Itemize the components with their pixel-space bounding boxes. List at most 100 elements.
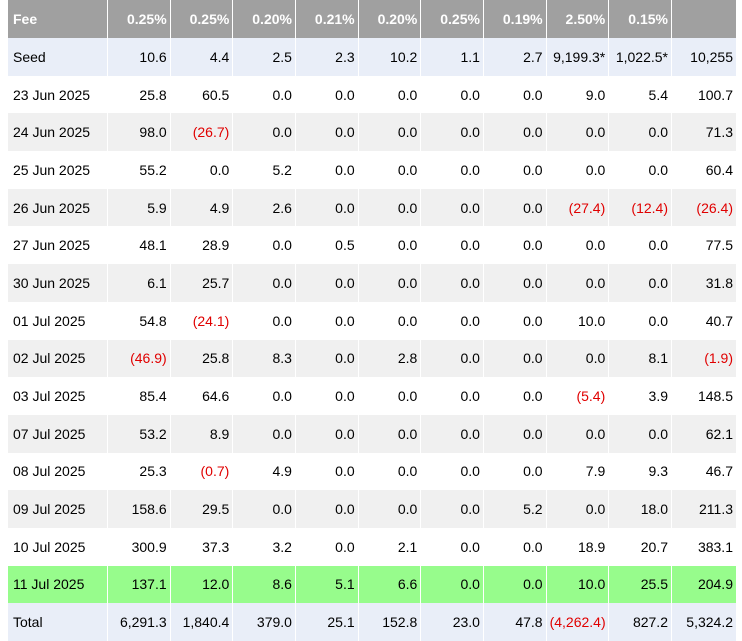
row-total-cell: 100.7 bbox=[672, 75, 736, 114]
row-label: 23 Jun 2025 bbox=[8, 75, 108, 114]
row-total-cell: 383.1 bbox=[672, 527, 736, 566]
value-cell: 0.0 bbox=[609, 414, 672, 453]
row-total-cell: 5,324.2 bbox=[672, 603, 736, 641]
value-cell: 0.0 bbox=[295, 301, 359, 340]
column-header: 0.19% bbox=[483, 0, 547, 38]
value-cell: 0.0 bbox=[483, 113, 547, 152]
value-cell: 0.0 bbox=[421, 414, 484, 453]
value-cell: 5.9 bbox=[108, 188, 171, 227]
value-cell: 0.0 bbox=[295, 527, 359, 566]
value-cell: 64.6 bbox=[170, 377, 234, 415]
row-total-cell: 77.5 bbox=[672, 226, 736, 265]
value-cell: 0.0 bbox=[233, 490, 296, 528]
table-row: 01 Jul 2025 54.8 (24.1) 0.0 0.0 0.0 0.0 0.0 10.0… bbox=[8, 301, 736, 340]
value-cell: 0.0 bbox=[421, 527, 484, 566]
value-cell: 0.0 bbox=[358, 75, 422, 114]
value-cell: 0.0 bbox=[295, 339, 359, 378]
value-cell: 8.6 bbox=[233, 565, 296, 604]
value-cell: 0.0 bbox=[233, 113, 296, 152]
value-cell: 0.0 bbox=[358, 377, 422, 415]
value-cell: 0.0 bbox=[233, 301, 296, 340]
value-cell: 0.0 bbox=[233, 377, 296, 415]
table-row: 24 Jun 2025 98.0 (26.7) 0.0 0.0 0.0 0.0 0.0 0.0 0… bbox=[8, 113, 736, 152]
value-cell: 25.8 bbox=[170, 339, 234, 378]
value-cell: 29.5 bbox=[170, 490, 234, 528]
row-label: 03 Jul 2025 bbox=[8, 377, 108, 415]
value-cell: 0.0 bbox=[546, 414, 610, 453]
column-header: 0.15% bbox=[609, 0, 672, 38]
value-cell: 0.0 bbox=[170, 151, 234, 189]
value-cell: 0.0 bbox=[295, 414, 359, 453]
value-cell: 0.0 bbox=[546, 113, 610, 152]
value-cell: 0.0 bbox=[358, 264, 422, 302]
value-cell: 0.0 bbox=[483, 75, 547, 114]
value-cell: 18.9 bbox=[546, 527, 610, 566]
row-label: 09 Jul 2025 bbox=[8, 490, 108, 528]
value-cell: 53.2 bbox=[108, 414, 171, 453]
value-cell: 0.0 bbox=[421, 490, 484, 528]
value-cell: 1,840.4 bbox=[170, 603, 234, 641]
column-header: 0.25% bbox=[108, 0, 171, 38]
value-cell: 152.8 bbox=[358, 603, 422, 641]
value-cell: 10.2 bbox=[358, 38, 422, 76]
column-header-total bbox=[672, 0, 736, 38]
value-cell: 0.0 bbox=[546, 339, 610, 378]
column-header-fee: Fee bbox=[8, 0, 108, 38]
value-cell: 0.0 bbox=[358, 151, 422, 189]
value-cell: 0.0 bbox=[358, 188, 422, 227]
value-cell: 0.0 bbox=[421, 565, 484, 604]
value-cell: 10.6 bbox=[108, 38, 171, 76]
table-row: 23 Jun 2025 25.8 60.5 0.0 0.0 0.0 0.0 0.0 9.0 5.4… bbox=[8, 75, 736, 114]
value-cell: 0.0 bbox=[295, 452, 359, 491]
value-cell: 98.0 bbox=[108, 113, 171, 152]
value-cell: 137.1 bbox=[108, 565, 171, 604]
value-cell: 0.0 bbox=[295, 75, 359, 114]
value-cell: 5.1 bbox=[295, 565, 359, 604]
value-cell: 0.0 bbox=[295, 490, 359, 528]
row-total-cell: 204.9 bbox=[672, 565, 736, 604]
column-header: 0.20% bbox=[233, 0, 296, 38]
value-cell: 6,291.3 bbox=[108, 603, 171, 641]
value-cell: 12.0 bbox=[170, 565, 234, 604]
value-cell: 25.3 bbox=[108, 452, 171, 491]
value-cell: 6.1 bbox=[108, 264, 171, 302]
value-cell: (24.1) bbox=[170, 301, 234, 340]
row-label: 08 Jul 2025 bbox=[8, 452, 108, 491]
table-row: 09 Jul 2025 158.6 29.5 0.0 0.0 0.0 0.0 5.2 0.0 18… bbox=[8, 490, 736, 528]
value-cell: 379.0 bbox=[233, 603, 296, 641]
value-cell: 85.4 bbox=[108, 377, 171, 415]
value-cell: 0.0 bbox=[421, 113, 484, 152]
value-cell: 0.0 bbox=[483, 527, 547, 566]
value-cell: 8.3 bbox=[233, 339, 296, 378]
row-label: Seed bbox=[8, 38, 108, 76]
value-cell: (46.9) bbox=[108, 339, 171, 378]
highlighted-row: 11 Jul 2025 137.1 12.0 8.6 5.1 6.6 0.0 0.0 10.0 2… bbox=[8, 565, 736, 604]
fee-flow-table: Fee 0.25% 0.25% 0.20% 0.21% 0.20% 0.25% … bbox=[8, 0, 736, 641]
value-cell: 1.1 bbox=[421, 38, 484, 76]
value-cell: (26.7) bbox=[170, 113, 234, 152]
value-cell: 0.0 bbox=[483, 452, 547, 491]
value-cell: 20.7 bbox=[609, 527, 672, 566]
value-cell: 25.5 bbox=[609, 565, 672, 604]
row-total-cell: 71.3 bbox=[672, 113, 736, 152]
value-cell: 158.6 bbox=[108, 490, 171, 528]
value-cell: 8.9 bbox=[170, 414, 234, 453]
value-cell: 5.2 bbox=[233, 151, 296, 189]
table-row: 02 Jul 2025 (46.9) 25.8 8.3 0.0 2.8 0.0 0.0 0.0 8… bbox=[8, 339, 736, 378]
value-cell: 48.1 bbox=[108, 226, 171, 265]
value-cell: 9.0 bbox=[546, 75, 610, 114]
row-label: Total bbox=[8, 603, 108, 641]
column-header: 0.25% bbox=[170, 0, 234, 38]
row-total-cell: 148.5 bbox=[672, 377, 736, 415]
column-header: 2.50% bbox=[546, 0, 610, 38]
value-cell: 0.0 bbox=[421, 339, 484, 378]
value-cell: 2.7 bbox=[483, 38, 547, 76]
value-cell: (27.4) bbox=[546, 188, 610, 227]
value-cell: 0.0 bbox=[546, 226, 610, 265]
value-cell: 0.0 bbox=[609, 301, 672, 340]
row-label: 01 Jul 2025 bbox=[8, 301, 108, 340]
value-cell: 0.5 bbox=[295, 226, 359, 265]
value-cell: 0.0 bbox=[358, 490, 422, 528]
value-cell: 0.0 bbox=[483, 151, 547, 189]
